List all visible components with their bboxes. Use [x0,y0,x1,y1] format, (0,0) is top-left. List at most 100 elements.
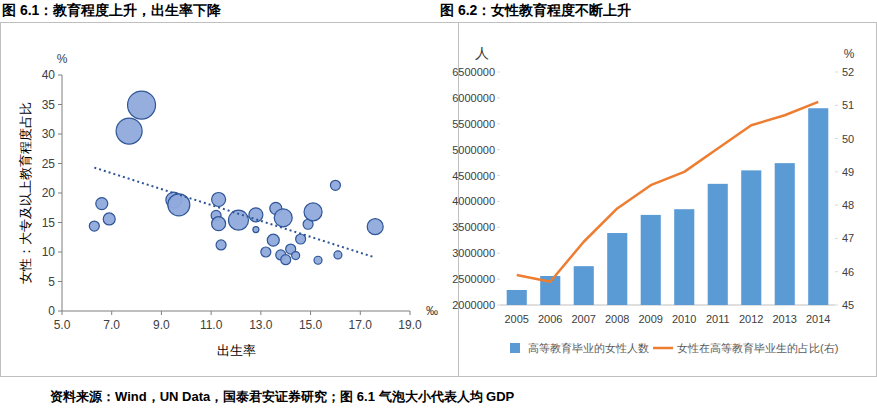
bubble [292,252,300,260]
x-tick-label: 2010 [672,313,696,325]
x-tick [310,311,311,315]
x-tick-label: 5.0 [54,318,71,332]
bubble [330,180,340,190]
y-tick [497,149,500,150]
bubble [116,118,142,144]
y-tick [58,193,62,194]
bar [574,266,594,305]
y2-tick-label: 51 [842,99,854,111]
y-tick-label: 5000000 [452,144,495,156]
y2-tick [835,238,838,239]
y-label: 女性：大专及以上教育程度占比 [18,102,33,284]
y2-tick [835,305,838,306]
y2-tick [835,72,838,73]
y-tick [58,163,62,164]
x-tick-label: 17.0 [349,318,373,332]
x-tick-label: 2005 [505,313,529,325]
y-tick-label: 3000000 [452,247,495,259]
y-tick-label: 15 [42,216,56,230]
bar [674,209,694,305]
x-tick-label: 2009 [639,313,663,325]
legend-label: 女性在高等教育毕业生的占比(右) [677,342,838,354]
y-tick [58,75,62,76]
bubble [96,198,108,210]
x-tick [410,311,411,315]
chart-title: 图 6.2：女性教育程度不断上升 [440,2,631,18]
y-tick [497,175,500,176]
panel-frame [1,23,877,377]
bubble [216,240,226,250]
bubble [261,247,271,257]
y2-tick [835,138,838,139]
y-tick [497,72,500,73]
y2-tick-label: 50 [842,133,854,145]
x-axis-line [62,311,410,312]
y2-tick-label: 49 [842,166,854,178]
y2-tick-label: 52 [842,66,854,78]
y-tick-label: 20 [42,186,56,200]
bar [507,290,527,305]
x-tick-label: 9.0 [153,318,170,332]
y-tick [497,253,500,254]
trend-line [94,168,372,257]
bar [741,170,761,305]
x-tick-label: 2006 [538,313,562,325]
x-tick-label: 7.0 [103,318,120,332]
y-tick-label: 40 [42,68,56,82]
bubble [212,192,226,206]
y2-unit: % [844,47,855,61]
legend-swatch [510,343,520,353]
x-tick-label: 2008 [605,313,629,325]
y-tick-label: 35 [42,98,56,112]
y-tick-label: 30 [42,127,56,141]
y-tick [497,279,500,280]
x-tick-label: 13.0 [249,318,273,332]
x-tick-label: 2013 [773,313,797,325]
x-tick-label: 11.0 [200,318,223,332]
y-tick-label: 2000000 [452,299,495,311]
bubble [314,256,322,264]
chart-bar-line: 图 6.2：女性教育程度不断上升 2005 2006 2007 2008 2009 2010… [440,2,855,354]
y-tick-label: 5 [48,275,55,289]
bubble [103,213,115,225]
y-tick [58,222,62,223]
bar [641,215,661,305]
y-tick [497,305,500,306]
source-note: 资料来源：Wind，UN Data，国泰君安证券研究；图 6.1 气泡大小代表人… [50,389,515,404]
y2-tick [835,105,838,106]
plot-area [89,91,383,265]
y2-tick-label: 48 [842,199,854,211]
y-tick-label: 6500000 [452,66,495,78]
y-tick [497,123,500,124]
x-unit: ‰ [426,304,438,318]
x-tick-label: 2007 [572,313,596,325]
y2-tick [835,171,838,172]
y-tick [58,104,62,105]
bar [808,108,828,305]
y-tick-label: 6000000 [452,92,495,104]
bubble [334,251,342,259]
x-label: 出生率 [217,343,256,358]
x-tick [111,311,112,315]
bubble [253,227,259,233]
y-tick-label: 10 [42,245,56,259]
bubble [267,234,279,246]
y-tick-label: 4000000 [452,195,495,207]
y2-tick-label: 47 [842,232,854,244]
y-tick [58,311,62,312]
chart-scatter: 图 6.1：教育程度上升，出生率下降5.07.09.011.013.015.01… [2,2,438,358]
page: 图 6.1：教育程度上升，出生率下降5.07.09.011.013.015.01… [0,0,877,410]
bar [607,233,627,305]
x-tick [161,311,162,315]
legend-label: 高等教育毕业的女性人数 [528,342,649,354]
y-unit: 人 [475,45,489,61]
y-tick-label: 2500000 [452,273,495,285]
y2-tick [835,271,838,272]
x-tick [62,311,63,315]
plot-area [507,102,829,305]
bubble [304,203,322,221]
bubble [249,208,263,222]
y-tick [58,134,62,135]
bubble [212,217,226,231]
x-tick-label: 15.0 [299,318,323,332]
